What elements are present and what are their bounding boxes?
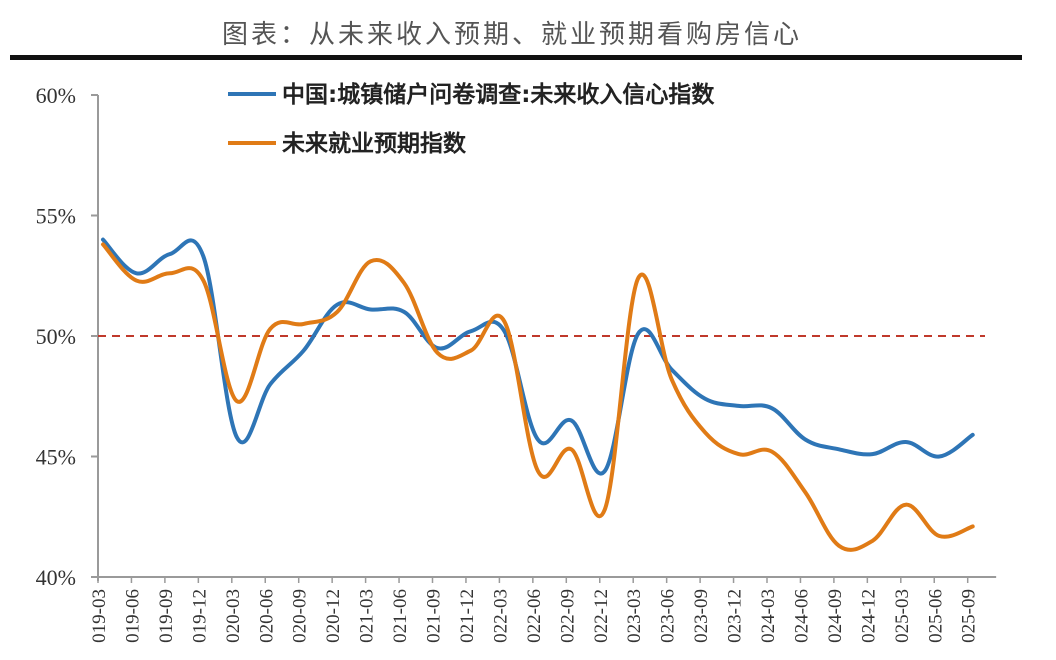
y-tick-label: 45% — [36, 445, 76, 470]
income-confidence-line — [101, 237, 975, 476]
x-tick-label: 020-12 — [323, 589, 344, 643]
chart-title: 图表：从未来收入预期、就业预期看购房信心 — [221, 20, 802, 50]
x-tick-label: 024-09 — [825, 589, 846, 643]
x-tick-label: 021-06 — [390, 589, 411, 643]
x-tick-label: 022-09 — [557, 589, 578, 643]
x-tick-label: 023-06 — [658, 589, 679, 643]
x-tick-label: 021-03 — [357, 589, 378, 643]
x-tick-label: 021-12 — [457, 589, 478, 643]
x-tick-label: 019-03 — [89, 589, 110, 643]
title-divider — [10, 55, 1022, 60]
x-tick-label: 021-09 — [424, 589, 445, 643]
x-tick-label: 022-12 — [591, 589, 612, 643]
x-tick-label: 023-12 — [725, 589, 746, 643]
x-tick-label: 024-06 — [791, 589, 812, 643]
legend-label-income: 中国:城镇储户问卷调查:未来收入信心指数 — [282, 81, 715, 108]
y-axis: 60% 55% 50% 45% 40% — [36, 83, 99, 590]
x-tick-label: 025-09 — [959, 589, 980, 643]
y-tick-label: 50% — [36, 324, 76, 349]
series-lines — [101, 237, 975, 552]
x-tick-label: 019-06 — [122, 589, 143, 643]
x-tick-label: 022-03 — [490, 589, 511, 643]
x-tick-label: 020-09 — [290, 589, 311, 643]
y-tick-label: 60% — [36, 83, 76, 108]
x-tick-label: 023-09 — [691, 589, 712, 643]
x-tick-label: 022-06 — [524, 589, 545, 643]
x-tick-label: 020-06 — [256, 589, 277, 643]
x-tick-label: 024-03 — [758, 589, 779, 643]
y-tick-label: 55% — [36, 204, 76, 229]
legend-label-employment: 未来就业预期指数 — [282, 130, 467, 157]
x-tick-label: 019-12 — [189, 589, 210, 643]
x-tick-label: 020-03 — [223, 589, 244, 643]
x-tick-label: 025-06 — [925, 589, 946, 643]
x-tick-label: 019-09 — [156, 589, 177, 643]
employment-expectation-line — [101, 242, 975, 552]
x-tick-label: 025-03 — [892, 589, 913, 643]
x-tick-label: 024-12 — [858, 589, 879, 643]
y-tick-label: 40% — [36, 565, 76, 590]
legend: 中国:城镇储户问卷调查:未来收入信心指数 未来就业预期指数 — [228, 81, 715, 157]
x-axis: 019-03 019-06 019-09 019-12 020-03 020-06 020-… — [89, 576, 997, 643]
x-tick-label: 023-03 — [624, 589, 645, 643]
